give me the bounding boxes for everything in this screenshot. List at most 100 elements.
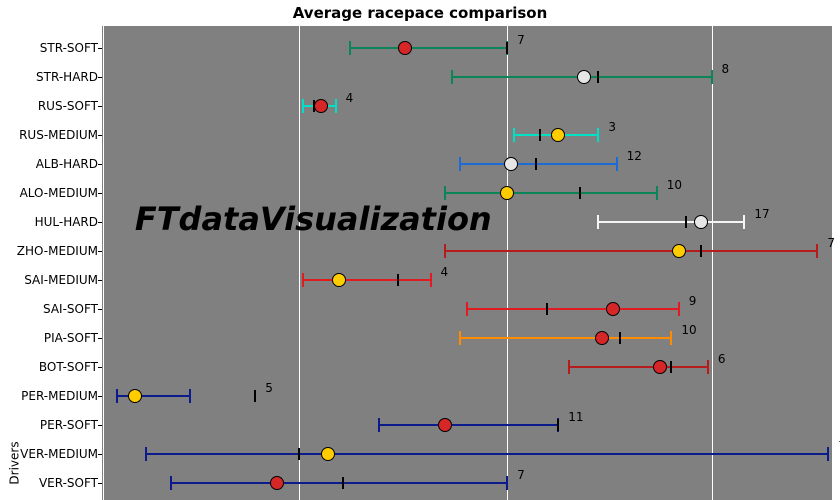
error-cap [816,244,818,258]
count-label: 6 [718,352,726,366]
error-cap [827,447,829,461]
y-tick-mark [98,338,102,339]
error-bar [467,308,679,310]
series-row: 9 [102,295,832,323]
y-tick-label: BOT-SOFT [2,360,98,374]
y-tick-label: HUL-HARD [2,215,98,229]
count-label: 10 [667,178,682,192]
count-label: 4 [346,91,354,105]
series-row: 3 [102,121,832,149]
mid-tick [700,245,702,257]
series-row: 7 [102,440,832,468]
marker-point [551,128,565,142]
count-label: 3 [608,120,616,134]
series-row: 17 [102,208,832,236]
error-cap [743,215,745,229]
marker-point [504,157,518,171]
y-tick-label: RUS-MEDIUM [2,128,98,142]
mid-tick [342,477,344,489]
mid-tick [539,129,541,141]
count-label: 7 [827,236,835,250]
y-tick-label: ALO-MEDIUM [2,186,98,200]
error-cap [349,41,351,55]
count-label: 8 [722,62,730,76]
y-tick-label: ALB-HARD [2,157,98,171]
series-row: 7 [102,237,832,265]
error-cap [597,215,599,229]
marker-point [694,215,708,229]
y-tick-mark [98,454,102,455]
error-cap [711,70,713,84]
y-tick-mark [98,396,102,397]
error-bar [460,163,617,165]
mid-tick [535,158,537,170]
count-label: 17 [754,207,769,221]
marker-point [321,447,335,461]
marker-point [332,273,346,287]
error-cap [170,476,172,490]
error-cap [597,128,599,142]
y-tick-mark [98,77,102,78]
marker-point [128,389,142,403]
series-row: 4 [102,92,832,120]
y-tick-label: VER-SOFT [2,476,98,490]
series-row: 5 [102,382,832,410]
y-tick-mark [98,164,102,165]
marker-point [398,41,412,55]
error-cap [430,273,432,287]
series-row: 7 [102,34,832,62]
count-label: 5 [265,381,273,395]
y-tick-mark [98,309,102,310]
mid-tick [685,216,687,228]
error-bar [569,366,708,368]
count-label: 7 [517,33,525,47]
y-tick-label: SAI-SOFT [2,302,98,316]
y-tick-label: STR-SOFT [2,41,98,55]
error-cap [378,418,380,432]
error-bar [303,279,431,281]
y-tick-label: ZHO-MEDIUM [2,244,98,258]
error-cap [444,244,446,258]
error-bar [598,221,744,223]
error-bar [460,337,672,339]
error-bar [445,192,657,194]
error-cap [459,157,461,171]
y-tick-mark [98,280,102,281]
series-row: 8 [102,63,832,91]
error-bar [171,482,507,484]
series-row: 7 [102,469,832,497]
error-cap [145,447,147,461]
error-cap [656,186,658,200]
y-tick-mark [98,193,102,194]
error-cap [444,186,446,200]
mid-tick [254,390,256,402]
mid-tick [670,361,672,373]
count-label: 7 [517,468,525,482]
series-row: 10 [102,324,832,352]
racepace-chart: Average racepace comparison Drivers FTda… [0,0,840,500]
y-tick-mark [98,106,102,107]
mid-tick [557,419,559,431]
mid-tick [506,42,508,54]
y-tick-label: VER-MEDIUM [2,447,98,461]
error-bar [445,250,817,252]
error-cap [116,389,118,403]
y-tick-mark [98,425,102,426]
y-tick-mark [98,367,102,368]
marker-point [270,476,284,490]
mid-tick [298,448,300,460]
error-cap [189,389,191,403]
count-label: 12 [627,149,642,163]
series-row: 10 [102,179,832,207]
error-cap [616,157,618,171]
error-cap [513,128,515,142]
y-tick-label: PIA-SOFT [2,331,98,345]
series-row: 4 [102,266,832,294]
y-tick-mark [98,483,102,484]
count-label: 11 [568,410,583,424]
y-tick-mark [98,222,102,223]
count-label: 4 [441,265,449,279]
error-cap [302,99,304,113]
marker-point [577,70,591,84]
error-cap [335,99,337,113]
